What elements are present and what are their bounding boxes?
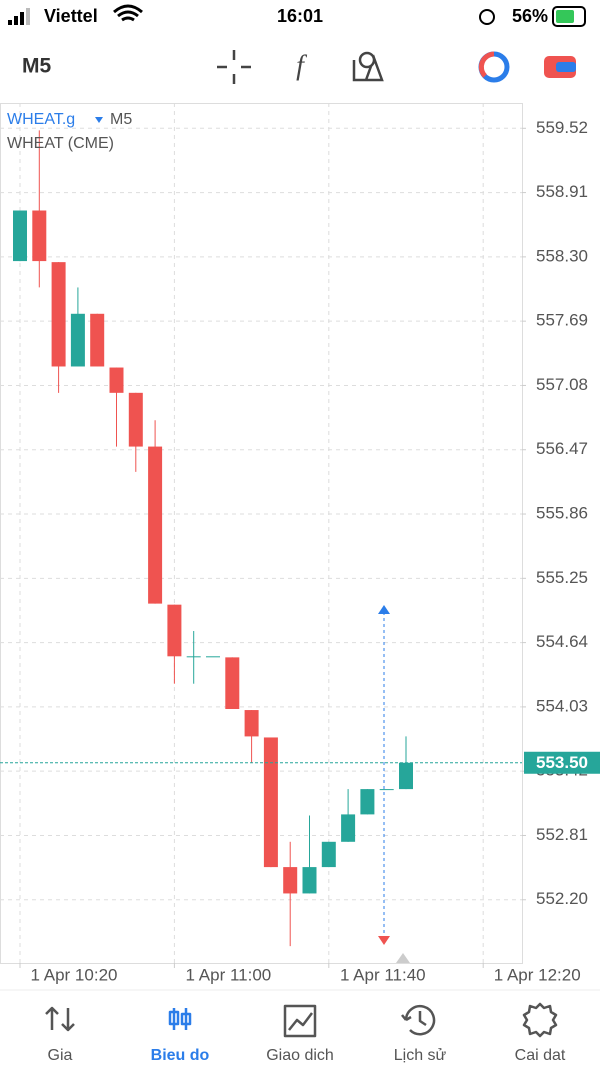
candle-body xyxy=(32,210,47,262)
x-tick-label: 1 Apr 10:20 xyxy=(31,965,118,984)
tab-icon xyxy=(45,1006,75,1032)
candle-body xyxy=(148,446,163,604)
symbol-dropdown[interactable] xyxy=(95,117,103,123)
candle-body xyxy=(244,710,259,737)
y-tick-label: 555.25 xyxy=(536,568,588,587)
objects-button[interactable] xyxy=(352,54,384,82)
candle-body xyxy=(399,762,413,790)
candle-body xyxy=(128,392,143,447)
tab-icon xyxy=(168,1008,192,1030)
candle-body xyxy=(51,262,66,367)
tab-label: Cai dat xyxy=(515,1047,566,1064)
tab[interactable]: Bieu do xyxy=(151,1008,210,1064)
candle-body xyxy=(225,657,240,710)
tab-label: Giao dich xyxy=(266,1047,334,1064)
tab-icon xyxy=(522,1002,558,1038)
candle-body xyxy=(186,656,201,658)
signal xyxy=(26,8,30,25)
y-tick-label: 557.69 xyxy=(536,311,588,330)
candle-body xyxy=(283,867,298,894)
candle-body xyxy=(13,210,27,262)
battery-level: 56% xyxy=(512,6,548,26)
candle-body xyxy=(109,367,124,393)
signal xyxy=(8,20,12,25)
candle-body xyxy=(321,841,336,868)
y-tick-label: 558.91 xyxy=(536,182,588,201)
signal xyxy=(14,16,18,25)
objects-icon xyxy=(358,51,376,69)
scroll-marker xyxy=(396,953,410,963)
signal xyxy=(20,12,24,25)
tab[interactable]: Lịch sử xyxy=(394,1004,447,1064)
tab-label: Bieu do xyxy=(151,1047,210,1064)
tab[interactable]: Giao dich xyxy=(266,1004,334,1064)
symbol-description: WHEAT (CME) xyxy=(7,135,114,152)
trade-icon xyxy=(478,51,495,78)
grid: 559.52 558.91 558.30 557.69 557.08 556.47 555.… xyxy=(0,103,588,984)
tab-icon xyxy=(283,1004,317,1038)
y-tick-label: 554.64 xyxy=(536,632,588,651)
y-tick-label: 552.81 xyxy=(536,825,588,844)
tab[interactable]: Cai dat xyxy=(515,1002,566,1064)
x-tick-label: 1 Apr 11:00 xyxy=(186,965,272,984)
clock: 16:01 xyxy=(277,6,323,26)
tab-bar: Gia Bieu do Giao dich Lịch sử Cai dat xyxy=(45,1002,566,1064)
candle-body xyxy=(379,789,394,791)
tab-icon xyxy=(401,1004,436,1036)
candle-body xyxy=(90,313,105,367)
x-tick-label: 1 Apr 11:40 xyxy=(340,965,426,984)
y-tick-label: 556.47 xyxy=(536,439,588,458)
plot-frame xyxy=(0,103,523,964)
candle-body xyxy=(263,737,278,868)
carrier: Viettel xyxy=(44,6,98,26)
battery-icon xyxy=(552,6,586,27)
tab-label: Lịch sử xyxy=(394,1047,447,1064)
y-tick-label: 552.20 xyxy=(536,889,588,908)
x-tick-label: 1 Apr 12:20 xyxy=(494,965,581,984)
lock-icon xyxy=(479,9,495,25)
candle-body xyxy=(302,867,317,894)
tab[interactable]: Gia xyxy=(45,1006,75,1064)
wifi-icon xyxy=(113,4,143,22)
tab-label: Gia xyxy=(48,1047,73,1064)
y-tick-label: 557.08 xyxy=(536,375,588,394)
measure-arrow-down xyxy=(378,936,390,945)
indicators-button[interactable]: f xyxy=(296,50,307,81)
chart-timeframe: M5 xyxy=(110,111,132,128)
crosshair-button[interactable] xyxy=(217,50,251,84)
symbol[interactable]: WHEAT.g xyxy=(7,111,75,128)
plot: 553.50 xyxy=(0,130,600,947)
candle-body xyxy=(206,656,220,658)
y-tick-label: 554.03 xyxy=(536,696,588,715)
candle-body xyxy=(341,814,356,842)
timeframe-button[interactable]: M5 xyxy=(22,55,51,78)
measure-arrow-up xyxy=(378,605,390,614)
toolbar: M5 f xyxy=(22,50,576,84)
battery-fill xyxy=(556,10,574,23)
candle-body xyxy=(360,789,375,815)
y-tick-label: 558.30 xyxy=(536,246,588,265)
candle-body xyxy=(167,604,182,657)
account-icon xyxy=(556,62,576,72)
last-price-label: 553.50 xyxy=(536,753,588,772)
y-tick-label: 555.86 xyxy=(536,504,588,523)
status-bar: Viettel 16:01 56% xyxy=(8,4,586,27)
candle-body xyxy=(70,313,85,367)
y-tick-label: 559.52 xyxy=(536,118,588,137)
last-price-box xyxy=(524,751,600,774)
